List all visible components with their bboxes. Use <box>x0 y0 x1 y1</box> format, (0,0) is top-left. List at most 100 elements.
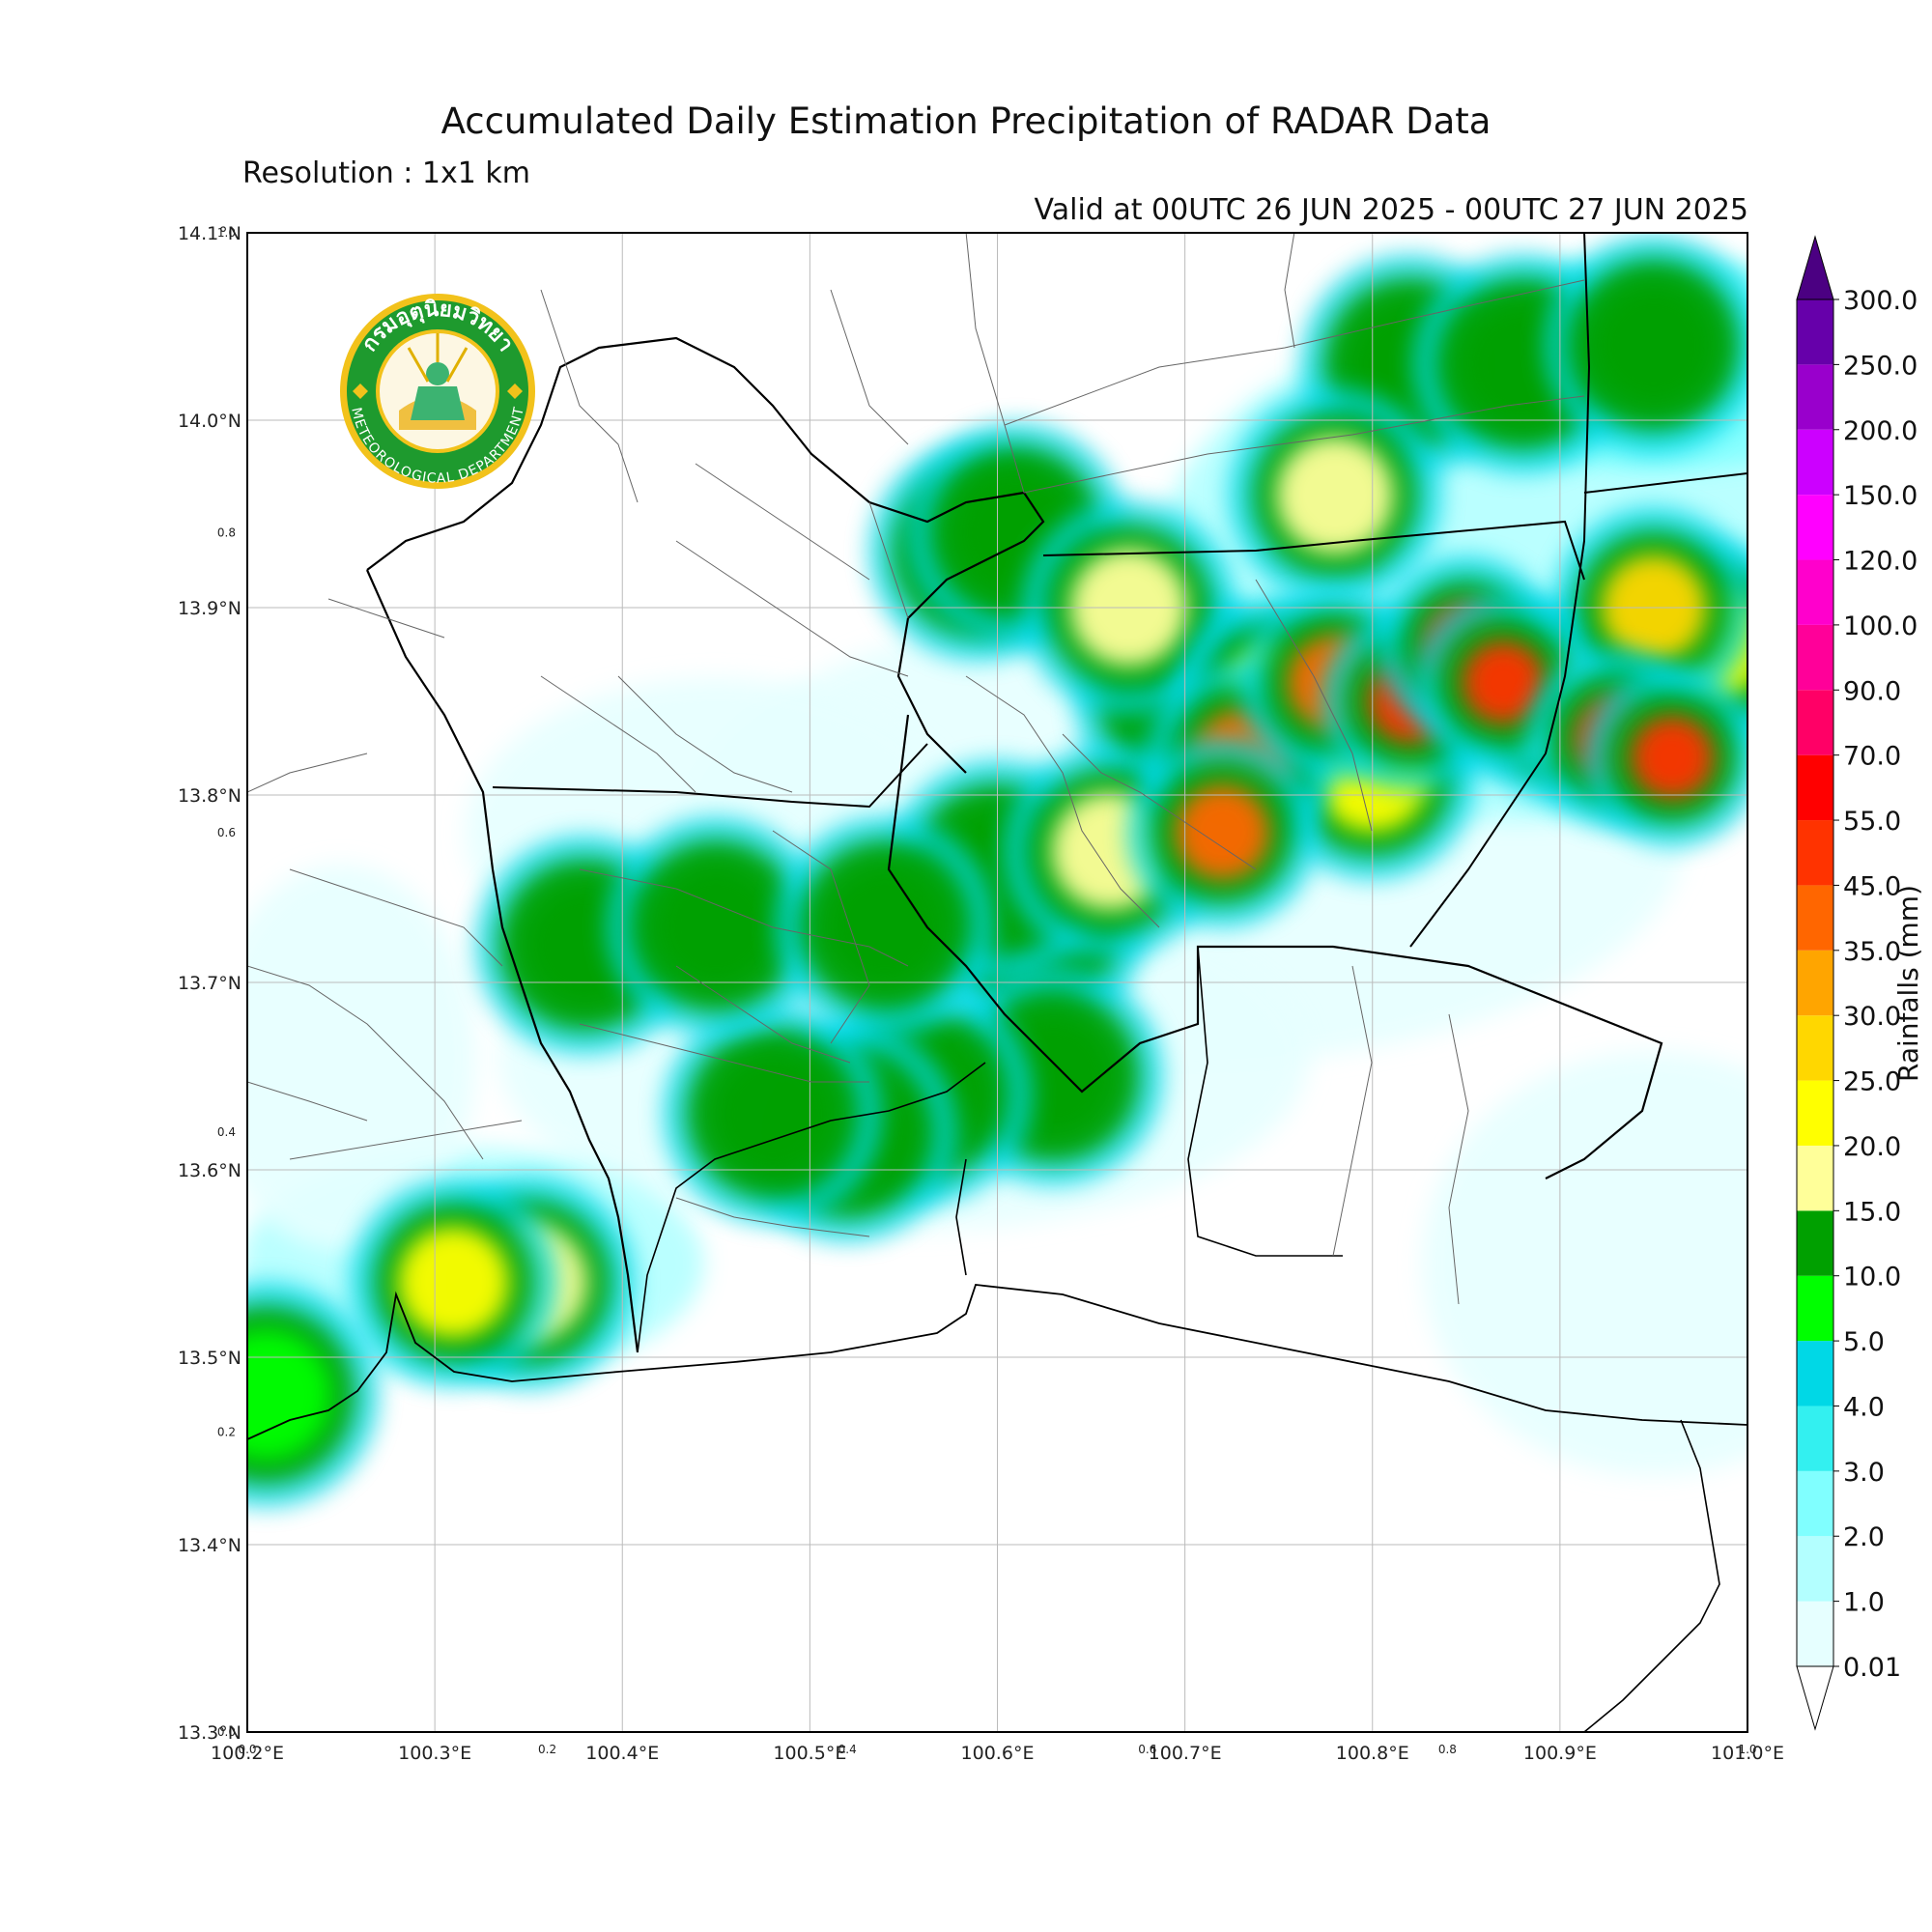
colorbar-tick-label: 120.0 <box>1843 547 1918 577</box>
precip-cell <box>247 1329 331 1460</box>
lat-tick-label: 13.4°N <box>178 1535 242 1556</box>
colorbar-segment <box>1797 299 1833 365</box>
lon-tick-label: 100.6°E <box>961 1743 1035 1764</box>
bangkok-east-boundary <box>887 714 1663 1179</box>
lon-tick-label: 100.3°E <box>398 1743 471 1764</box>
logo-deity-body <box>411 386 465 420</box>
precip-cell <box>397 1226 510 1339</box>
precip-cell <box>823 864 948 988</box>
frac-y-label: 0.0 <box>217 1725 236 1739</box>
colorbar-segment <box>1797 1341 1833 1406</box>
coastline <box>247 1284 1747 1440</box>
west-boundary <box>365 569 639 1353</box>
tmd-logo: กรมอุตุนิยมวิทยา METEOROLOGICAL DEPARTME… <box>340 294 535 489</box>
colorbar-segment <box>1797 1145 1833 1211</box>
frac-y-label: 0.4 <box>217 1125 236 1139</box>
lat-tick-label: 13.7°N <box>178 973 242 994</box>
pathum-boundary <box>1042 520 1585 581</box>
frac-x-label: 0.8 <box>1438 1743 1457 1756</box>
colorbar-segment <box>1797 820 1833 886</box>
colorbar-tick-label: 4.0 <box>1843 1392 1885 1422</box>
precip-cell <box>1462 640 1546 724</box>
colorbar-tick-label: 15.0 <box>1843 1197 1901 1227</box>
logo-right-diamond <box>507 384 523 399</box>
lat-tick-label: 14.0°N <box>178 411 242 432</box>
latitude-labels: 13.3°N 13.4°N 13.5°N 13.6°N 13.7°N 13.8°N 13.9… <box>178 223 242 1744</box>
longitude-labels: 100.2°E 100.3°E 100.4°E 100.5°E 100.6°E 100.7… <box>211 1743 1784 1764</box>
lon-tick-label: 100.4°E <box>585 1743 659 1764</box>
logo-deity-head <box>426 362 449 385</box>
colorbar-label: Rainfalls (mm) <box>1892 885 1924 1082</box>
colorbar-segment <box>1797 690 1833 755</box>
precip-cell <box>654 864 779 988</box>
colorbar-segment <box>1797 495 1833 560</box>
resolution-label: Resolution : 1x1 km <box>242 156 530 190</box>
colorbar-tick-label: 150.0 <box>1843 481 1918 511</box>
east-coast <box>1583 1419 1720 1732</box>
valid-period-label: Valid at 00UTC 26 JUN 2025 - 00UTC 27 JU… <box>1034 193 1748 227</box>
colorbar-tick-label: 30.0 <box>1843 1002 1901 1032</box>
colorbar-frame <box>1796 298 1834 1667</box>
frac-x-label: 1.0 <box>1738 1743 1756 1756</box>
colorbar-segment <box>1797 364 1833 430</box>
colorbar-segment <box>1797 885 1833 951</box>
lon-tick-label: 100.9°E <box>1523 1743 1597 1764</box>
colorbar-tick-label: 5.0 <box>1843 1327 1885 1357</box>
bangkok-west-line <box>492 743 928 809</box>
precip-cell <box>1275 436 1394 554</box>
colorbar-segment <box>1797 429 1833 496</box>
chachoengsao-line <box>1187 946 1343 1257</box>
frac-x-label: 0.4 <box>838 1743 857 1756</box>
colorbar-segment <box>1797 1536 1833 1602</box>
map-title: Accumulated Daily Estimation Precipitati… <box>440 100 1492 142</box>
colorbar-segment <box>1797 1406 1833 1471</box>
colorbar-tick-label: 1.0 <box>1843 1588 1885 1618</box>
colorbar-tick-label: 25.0 <box>1843 1067 1901 1097</box>
frac-x-label: 0.0 <box>238 1743 256 1756</box>
lat-tick-label: 13.8°N <box>178 785 242 807</box>
colorbar-tick-label: 90.0 <box>1843 676 1901 706</box>
lat-tick-label: 13.6°N <box>178 1160 242 1181</box>
precip-cell <box>710 1051 835 1176</box>
frac-x-label: 0.2 <box>538 1743 556 1756</box>
colorbar-tick-label: 100.0 <box>1843 611 1918 641</box>
colorbar-segment <box>1797 950 1833 1016</box>
lon-tick-label: 100.2°E <box>211 1743 284 1764</box>
samut-prakan-line <box>637 1062 986 1353</box>
precip-cell <box>1631 716 1715 800</box>
river-mouth <box>955 1158 967 1276</box>
east-province-line <box>1409 233 1591 948</box>
admin-boundaries <box>247 233 1747 1732</box>
lon-tick-label: 100.5°E <box>773 1743 846 1764</box>
lon-tick-label: 101.0°E <box>1711 1743 1784 1764</box>
colorbar: 0.01 1.0 2.0 3.0 4.0 5.0 10.0 15.0 20.0 25.0 30.0 3… <box>1796 235 1918 1731</box>
colorbar-tick-label: 70.0 <box>1843 742 1901 772</box>
frac-y-label: 0.8 <box>217 526 236 539</box>
colorbar-over-triangle <box>1796 235 1834 300</box>
frac-y-label: 0.2 <box>217 1426 236 1439</box>
lon-tick-label: 100.7°E <box>1149 1743 1222 1764</box>
colorbar-tick-label: 3.0 <box>1843 1458 1885 1488</box>
lon-tick-label: 100.8°E <box>1336 1743 1409 1764</box>
precip-haze <box>247 864 477 1251</box>
colorbar-tick-label: 10.0 <box>1843 1263 1901 1293</box>
precip-haze <box>1422 1051 1747 1476</box>
frac-y-label: 1.0 <box>217 226 236 240</box>
plot-frame <box>246 232 1748 1733</box>
colorbar-tick-label: 2.0 <box>1843 1522 1885 1552</box>
north-east-line <box>1583 472 1747 494</box>
frac-x-label: 0.6 <box>1138 1743 1156 1756</box>
lat-tick-label: 13.9°N <box>178 598 242 619</box>
colorbar-tick-label: 55.0 <box>1843 807 1901 837</box>
lat-tick-label: 14.1°N <box>178 223 242 244</box>
precip-cell <box>1175 784 1270 880</box>
logo-lightning <box>407 333 469 383</box>
colorbar-segment <box>1797 754 1833 821</box>
colorbar-segment <box>1797 1210 1833 1276</box>
precip-cell <box>1591 283 1716 408</box>
colorbar-tick-label: 250.0 <box>1843 351 1918 381</box>
colorbar-segment <box>1797 1470 1833 1537</box>
lat-tick-label: 13.3°N <box>178 1722 242 1744</box>
colorbar-tick-label: 45.0 <box>1843 871 1901 901</box>
